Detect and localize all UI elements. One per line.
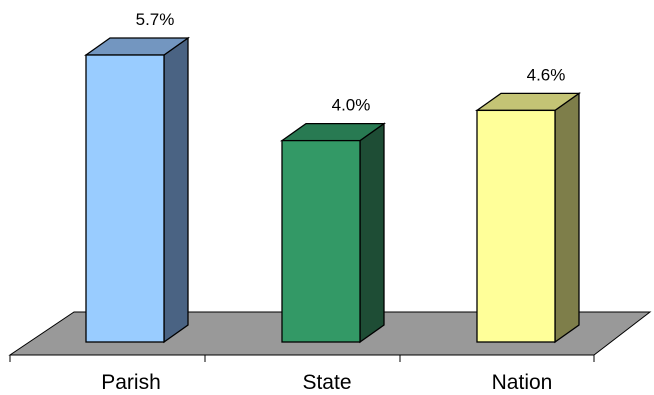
bars-group (83, 36, 582, 344)
bar-side-parish (163, 36, 189, 344)
data-label-parish: 5.7% (136, 10, 175, 29)
category-label-state: State (302, 371, 351, 394)
data-label-state: 4.0% (332, 96, 371, 115)
bar-side-nation (554, 92, 580, 344)
bar-side-state (359, 122, 385, 344)
category-label-parish: Parish (101, 371, 161, 394)
data-label-nation: 4.6% (527, 65, 566, 84)
bar-parish (85, 54, 165, 343)
labels-group: 5.7% Parish 4.0% State 4.6% Nation (101, 10, 565, 394)
category-label-nation: Nation (492, 371, 553, 394)
bar-nation (476, 109, 556, 343)
bar-state (281, 139, 361, 343)
